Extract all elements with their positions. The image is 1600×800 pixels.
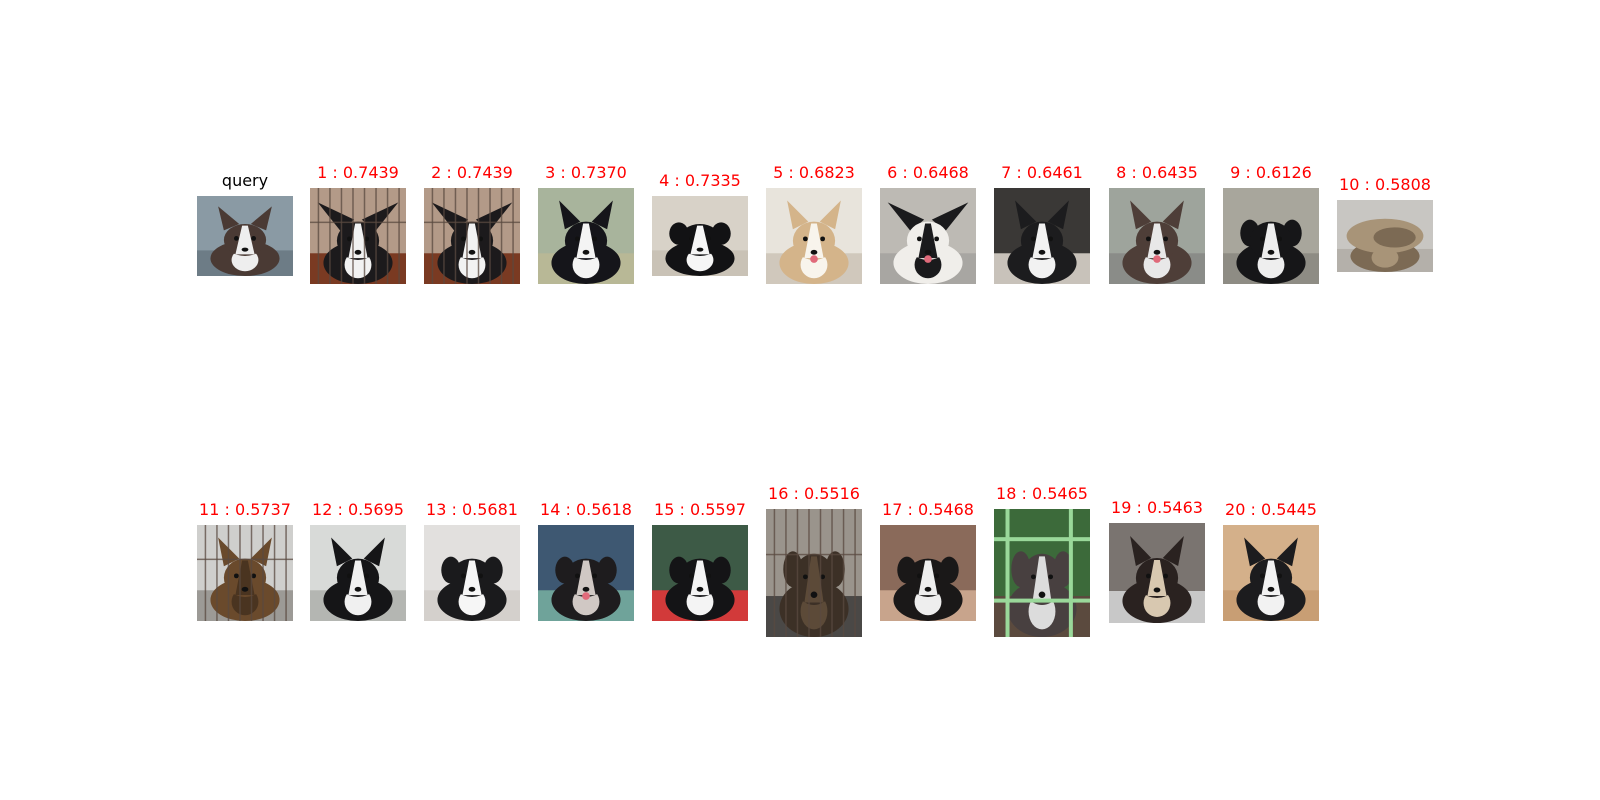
result-score-label: 2 : 0.7439 (431, 163, 513, 182)
result-score-label: 17 : 0.5468 (882, 500, 974, 519)
result-dog-photo (197, 525, 293, 621)
result-dog-photo (1337, 200, 1433, 272)
result-cell-13: 13 : 0.5681 (424, 501, 520, 621)
result-cell-7: 7 : 0.6461 (994, 164, 1090, 284)
result-score-label: 1 : 0.7439 (317, 163, 399, 182)
result-dog-photo (1223, 188, 1319, 284)
result-cell-9: 9 : 0.6126 (1223, 164, 1319, 284)
result-cell-4: 4 : 0.7335 (652, 172, 748, 276)
result-dog-photo (310, 188, 406, 284)
result-score-label: 8 : 0.6435 (1116, 163, 1198, 182)
result-score-label: 10 : 0.5808 (1339, 175, 1431, 194)
result-cell-12: 12 : 0.5695 (310, 501, 406, 621)
result-cell-3: 3 : 0.7370 (538, 164, 634, 284)
result-cell-1: 1 : 0.7439 (310, 164, 406, 284)
result-score-label: 15 : 0.5597 (654, 500, 746, 519)
result-cell-17: 17 : 0.5468 (880, 501, 976, 621)
result-dog-photo (1223, 525, 1319, 621)
result-score-label: 9 : 0.6126 (1230, 163, 1312, 182)
result-dog-photo (424, 188, 520, 284)
result-score-label: 11 : 0.5737 (199, 500, 291, 519)
result-cell-5: 5 : 0.6823 (766, 164, 862, 284)
result-cell-10: 10 : 0.5808 (1337, 176, 1433, 272)
result-cell-16: 16 : 0.5516 (766, 485, 862, 637)
result-cell-6: 6 : 0.6468 (880, 164, 976, 284)
result-score-label: 13 : 0.5681 (426, 500, 518, 519)
result-cell-18: 18 : 0.5465 (994, 485, 1090, 637)
result-score-label: 19 : 0.5463 (1111, 498, 1203, 517)
result-dog-photo (994, 188, 1090, 284)
result-cell-11: 11 : 0.5737 (197, 501, 293, 621)
result-score-label: 16 : 0.5516 (768, 484, 860, 503)
result-cell-19: 19 : 0.5463 (1109, 499, 1205, 623)
result-score-label: 3 : 0.7370 (545, 163, 627, 182)
result-cell-15: 15 : 0.5597 (652, 501, 748, 621)
result-dog-photo (880, 525, 976, 621)
result-score-label: 4 : 0.7335 (659, 171, 741, 190)
result-dog-photo (880, 188, 976, 284)
query-dog-photo (197, 196, 293, 276)
result-cell-14: 14 : 0.5618 (538, 501, 634, 621)
result-score-label: 18 : 0.5465 (996, 484, 1088, 503)
result-score-label: 5 : 0.6823 (773, 163, 855, 182)
result-cell-20: 20 : 0.5445 (1223, 501, 1319, 621)
result-cell-8: 8 : 0.6435 (1109, 164, 1205, 284)
query-label: query (221, 171, 269, 190)
result-score-label: 14 : 0.5618 (540, 500, 632, 519)
result-cell-2: 2 : 0.7439 (424, 164, 520, 284)
result-dog-photo (538, 525, 634, 621)
result-score-label: 6 : 0.6468 (887, 163, 969, 182)
result-dog-photo (1109, 523, 1205, 623)
result-dog-photo (652, 525, 748, 621)
query-cell: query (197, 172, 293, 276)
result-score-label: 20 : 0.5445 (1225, 500, 1317, 519)
result-dog-photo (766, 188, 862, 284)
result-dog-photo (766, 509, 862, 637)
result-dog-photo (310, 525, 406, 621)
result-score-label: 7 : 0.6461 (1001, 163, 1083, 182)
result-dog-photo (652, 196, 748, 276)
result-dog-photo (994, 509, 1090, 637)
result-dog-photo (538, 188, 634, 284)
result-score-label: 12 : 0.5695 (312, 500, 404, 519)
result-dog-photo (1109, 188, 1205, 284)
result-dog-photo (424, 525, 520, 621)
